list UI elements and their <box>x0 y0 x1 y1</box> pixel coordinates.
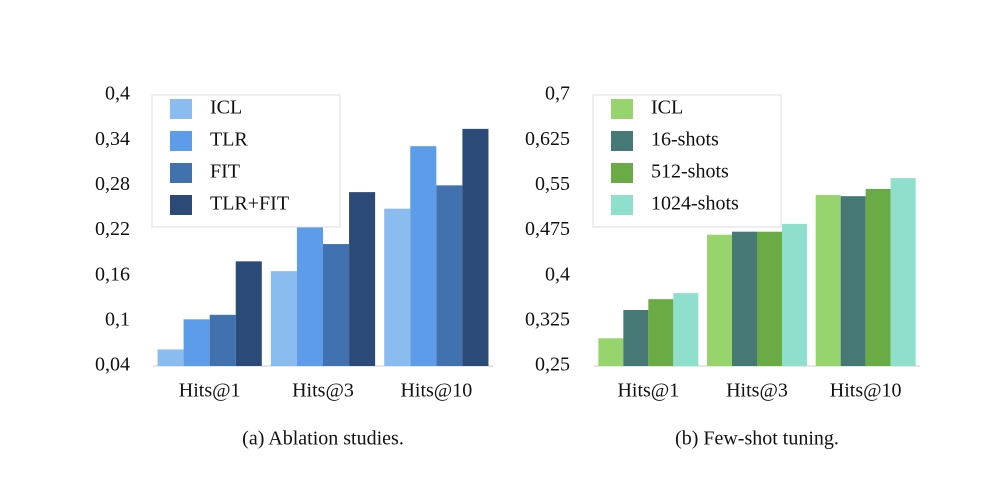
bar <box>865 188 891 366</box>
y-tick-label: 0,55 <box>535 173 570 195</box>
bar <box>270 271 297 366</box>
x-tick-label: Hits@3 <box>292 380 354 402</box>
y-tick-label: 0,475 <box>525 218 570 240</box>
legend-swatch <box>170 99 192 119</box>
bar <box>673 293 699 366</box>
bar <box>209 314 236 366</box>
legend-label: 16-shots <box>651 129 719 151</box>
legend-label: ICL <box>210 97 242 119</box>
x-tick-label: Hits@10 <box>400 380 472 402</box>
bar <box>757 231 782 366</box>
legend-label: TLR+FIT <box>210 193 289 215</box>
y-tick-label: 0,16 <box>95 263 130 285</box>
legend-swatch <box>170 131 192 151</box>
bar <box>157 349 184 366</box>
bar <box>235 261 262 366</box>
bar <box>384 208 411 366</box>
x-tick-label: Hits@1 <box>179 380 241 402</box>
bar <box>890 178 916 366</box>
y-tick-label: 0,625 <box>525 128 570 150</box>
x-tick-label: Hits@1 <box>617 380 679 402</box>
y-tick-label: 0,34 <box>95 128 130 150</box>
y-tick-label: 0,25 <box>535 354 570 376</box>
y-tick-label: 0,7 <box>545 83 570 105</box>
legend-swatch <box>611 99 633 119</box>
x-tick-label: Hits@10 <box>830 380 902 402</box>
bar <box>462 128 489 366</box>
bar <box>410 146 437 366</box>
legend-swatch <box>170 195 192 215</box>
bar <box>183 319 210 366</box>
legend-swatch <box>611 131 633 151</box>
bar <box>840 196 866 366</box>
caption: (a) Ablation studies. <box>242 428 404 450</box>
bar <box>815 194 841 366</box>
bar <box>732 231 757 366</box>
y-tick-label: 0,325 <box>525 308 570 330</box>
bar <box>781 223 807 366</box>
legend-label: FIT <box>210 161 240 183</box>
y-tick-label: 0,28 <box>95 173 130 195</box>
bar <box>707 234 733 366</box>
bar <box>648 299 674 366</box>
y-tick-label: 0,4 <box>545 263 570 285</box>
bar <box>623 309 649 366</box>
legend-label: ICL <box>651 97 683 119</box>
y-tick-label: 0,22 <box>95 218 130 240</box>
x-tick-label: Hits@3 <box>726 380 788 402</box>
caption: (b) Few-shot tuning. <box>675 428 839 450</box>
bar <box>296 225 323 366</box>
y-tick-label: 0,4 <box>105 83 130 105</box>
bar <box>598 338 624 366</box>
legend-label: 1024-shots <box>651 193 739 215</box>
legend-label: TLR <box>210 129 248 151</box>
legend-swatch <box>611 195 633 215</box>
y-tick-label: 0,1 <box>105 308 130 330</box>
bar <box>436 185 463 366</box>
bar <box>323 244 350 366</box>
legend-swatch <box>170 163 192 183</box>
y-tick-label: 0,04 <box>95 354 130 376</box>
legend-label: 512-shots <box>651 161 729 183</box>
bar <box>349 192 376 366</box>
legend-swatch <box>611 163 633 183</box>
